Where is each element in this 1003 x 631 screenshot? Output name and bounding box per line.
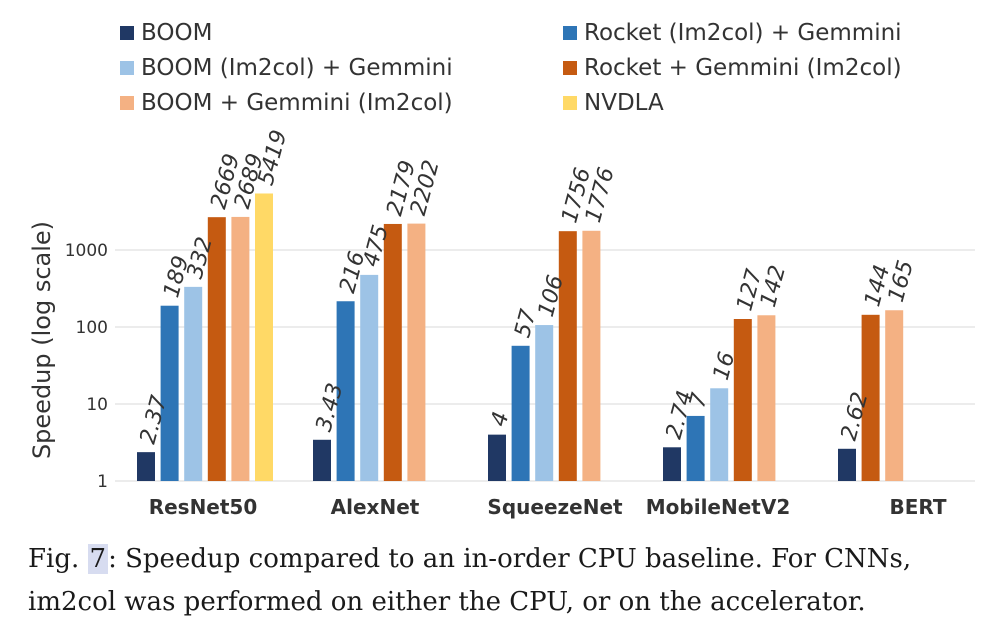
bar-alexnet-boom — [313, 439, 331, 481]
bar-mobilenetv2-rocket-im2col-gemmini — [686, 415, 705, 481]
legend-swatch-boom — [120, 26, 134, 40]
bar-mobilenetv2-rocket-gemmini-im2col — [733, 319, 752, 481]
figure-number[interactable]: 7 — [87, 544, 109, 574]
bar-resnet50-boom-gemmini-im2col — [231, 216, 250, 481]
legend-swatch-nvdla — [563, 96, 577, 110]
speedup-chart: BOOM Rocket (Im2col) + Gemmini BOOM (Im2co… — [28, 20, 975, 519]
bar-squeezenet-boom-im2col-gemmini — [535, 325, 554, 481]
bar-mobilenetv2-boom-im2col-gemmini — [710, 388, 729, 481]
legend-label-rocket-gemmini-im2col: Rocket + Gemmini (Im2col) — [584, 55, 902, 81]
category-label-alexnet: AlexNet — [331, 495, 420, 519]
legend-swatch-boom-gemmini-im2col — [120, 96, 134, 110]
y-axis-label: Speedup (log scale) — [28, 221, 56, 459]
category-label-mobilenetv2: MobileNetV2 — [646, 495, 791, 519]
legend-swatch-rocket-gemmini-im2col — [563, 61, 577, 75]
bars — [137, 193, 904, 482]
y-tick-label: 100 — [76, 318, 108, 338]
legend-label-boom-im2col-gemmini: BOOM (Im2col) + Gemmini — [141, 55, 453, 81]
legend-swatch-boom-im2col-gemmini — [120, 61, 134, 75]
bar-alexnet-boom-gemmini-im2col — [407, 223, 426, 481]
legend-label-nvdla: NVDLA — [584, 90, 664, 116]
category-label-squeezenet: SqueezeNet — [487, 495, 623, 519]
value-label-mobilenetv2-rocket-im2col-gemmini: 7 — [685, 390, 713, 410]
bar-mobilenetv2-boom — [663, 447, 681, 481]
value-label-squeezenet-boom: 4 — [487, 409, 515, 429]
bar-resnet50-nvdla — [255, 193, 273, 481]
bar-resnet50-rocket-gemmini-im2col — [207, 217, 226, 482]
legend: BOOM Rocket (Im2col) + Gemmini BOOM (Im2co… — [120, 20, 902, 116]
bar-squeezenet-rocket-im2col-gemmini — [511, 345, 530, 481]
value-label-mobilenetv2-boom-gemmini-im2col: 142 — [756, 263, 791, 310]
bar-bert-rocket-gemmini-im2col — [861, 314, 880, 481]
bar-mobilenetv2-boom-gemmini-im2col — [757, 315, 776, 481]
bar-resnet50-boom — [137, 452, 155, 481]
caption-line-1: Fig. 7: Speedup compared to an in-order … — [28, 538, 978, 581]
bar-resnet50-boom-im2col-gemmini — [184, 286, 203, 481]
legend-label-rocket-im2col-gemmini: Rocket (Im2col) + Gemmini — [584, 20, 902, 46]
legend-swatch-rocket-im2col-gemmini — [563, 26, 577, 40]
caption-line-2: im2col was performed on either the CPU, … — [28, 587, 866, 617]
bar-squeezenet-boom — [488, 434, 506, 481]
category-labels: ResNet50 AlexNet SqueezeNet MobileNetV2 BERT — [149, 495, 947, 519]
bar-bert-boom — [838, 448, 856, 481]
bar-squeezenet-rocket-gemmini-im2col — [558, 231, 577, 481]
bar-alexnet-boom-im2col-gemmini — [360, 274, 379, 481]
caption-prefix: Fig. — [28, 544, 80, 574]
value-label-resnet50-nvdla: 5419 — [254, 127, 293, 188]
legend-label-boom: BOOM — [141, 20, 212, 46]
bar-alexnet-rocket-im2col-gemmini — [336, 301, 355, 481]
y-tick-label: 1 — [97, 472, 108, 492]
bar-alexnet-rocket-gemmini-im2col — [383, 223, 402, 481]
caption-text-1: : Speedup compared to an in-order CPU ba… — [108, 544, 912, 574]
y-tick-label: 10 — [86, 395, 108, 415]
y-tick-label: 1000 — [65, 241, 108, 261]
bar-squeezenet-boom-gemmini-im2col — [582, 230, 601, 481]
bar-resnet50-rocket-im2col-gemmini — [160, 305, 179, 481]
figure-caption: Fig. 7: Speedup compared to an in-order … — [28, 538, 978, 624]
bar-bert-boom-gemmini-im2col — [885, 310, 904, 481]
legend-label-boom-gemmini-im2col: BOOM + Gemmini (Im2col) — [141, 90, 453, 116]
category-label-resnet50: ResNet50 — [149, 495, 258, 519]
y-axis-ticks: 1 10 100 1000 — [65, 241, 108, 492]
value-label-bert-boom-gemmini-im2col: 165 — [884, 258, 919, 305]
category-label-bert: BERT — [889, 495, 946, 519]
